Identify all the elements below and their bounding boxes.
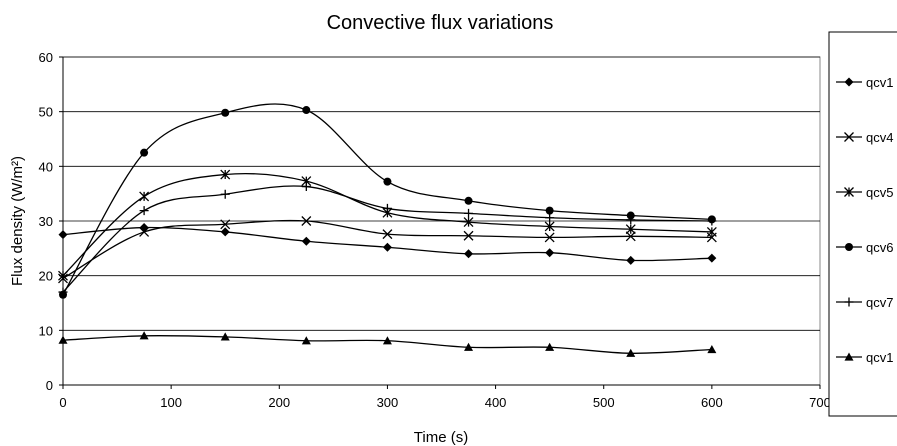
x-tick-label: 100	[160, 395, 182, 410]
data-point	[626, 255, 636, 265]
data-point	[220, 169, 231, 180]
legend-entry: qcv1	[836, 75, 893, 90]
legend-entry: qcv1	[836, 350, 893, 365]
data-point	[845, 243, 853, 251]
data-point	[464, 249, 474, 259]
x-tick-label: 700	[809, 395, 831, 410]
data-point	[544, 232, 555, 243]
data-point	[301, 336, 311, 345]
data-point	[625, 231, 636, 242]
data-point	[139, 331, 149, 340]
data-point	[464, 342, 474, 351]
data-point	[383, 177, 392, 186]
y-tick-label: 60	[39, 50, 53, 65]
series-qcv4-2	[58, 216, 717, 284]
data-point	[544, 221, 555, 232]
x-tick-label: 0	[59, 395, 66, 410]
legend-label: qcv5	[866, 185, 893, 200]
chart-title: Convective flux variations	[327, 12, 554, 34]
legend-entry: qcv6	[836, 240, 893, 255]
y-tick-label: 10	[39, 323, 53, 338]
data-point	[707, 344, 717, 354]
y-tick-label: 40	[39, 159, 53, 174]
y-axis-label: Flux density (W/m²)	[9, 156, 26, 286]
legend-label: qcv1	[866, 350, 893, 365]
data-point	[844, 352, 854, 361]
legend-entry: qcv7	[836, 295, 893, 310]
data-point	[626, 348, 636, 357]
data-point	[301, 182, 311, 192]
gridlines	[63, 56, 820, 331]
legend-box	[828, 31, 897, 417]
series-qcv1-6	[58, 331, 717, 357]
y-axis-ticks: 0 10 20 30 40 50 60	[39, 50, 63, 393]
series-line	[62, 103, 712, 296]
data-point	[545, 248, 555, 258]
data-point	[844, 132, 854, 142]
data-point	[626, 215, 636, 225]
data-point	[545, 342, 555, 351]
x-tick-label: 200	[268, 395, 290, 410]
legend: qcv1 qcv4 qcv5 qcv6 qcv7 qcv1	[836, 75, 893, 365]
data-point	[58, 270, 68, 281]
data-point	[844, 77, 854, 87]
data-point	[463, 217, 474, 228]
data-point	[382, 229, 393, 240]
x-tick-label: 400	[485, 395, 507, 410]
data-point	[464, 196, 473, 205]
series-qcv7-5	[58, 182, 717, 297]
series-qcv1-1	[58, 223, 717, 265]
data-point	[220, 332, 230, 341]
x-axis-ticks: 0 100 200 300 400 500 600 700	[59, 385, 831, 410]
y-tick-label: 0	[46, 378, 53, 393]
legend-label: qcv1	[866, 75, 893, 90]
x-tick-label: 500	[593, 395, 615, 410]
x-tick-label: 600	[701, 395, 723, 410]
y-tick-label: 30	[39, 214, 53, 229]
data-point	[58, 230, 68, 240]
data-point	[301, 216, 312, 226]
data-point	[545, 213, 555, 223]
y-tick-label: 50	[39, 105, 53, 120]
legend-label: qcv6	[866, 240, 893, 255]
data-point	[220, 219, 231, 230]
data-point	[301, 236, 311, 246]
data-point	[220, 189, 230, 199]
data-point	[58, 287, 68, 297]
data-point	[844, 297, 854, 307]
legend-entry: qcv4	[836, 130, 893, 145]
data-point	[382, 242, 392, 252]
x-tick-label: 300	[377, 395, 399, 410]
data-point	[382, 336, 392, 345]
legend-label: qcv4	[866, 130, 893, 145]
data-point	[625, 224, 636, 235]
data-point	[139, 206, 149, 216]
data-point	[706, 226, 717, 237]
data-point	[707, 216, 717, 226]
data-point	[844, 187, 854, 197]
data-point	[58, 335, 68, 344]
data-point	[140, 148, 149, 157]
data-point	[463, 230, 474, 241]
data-point	[302, 106, 311, 115]
series-layer	[58, 103, 717, 357]
y-tick-label: 20	[39, 269, 53, 284]
legend-label: qcv7	[866, 295, 893, 310]
legend-entry: qcv5	[836, 185, 893, 200]
x-axis-label: Time (s)	[414, 429, 468, 446]
data-point	[220, 227, 230, 237]
data-point	[139, 191, 150, 202]
series-qcv6-4	[59, 103, 716, 299]
data-point	[139, 226, 150, 237]
data-point	[707, 253, 717, 263]
data-point	[221, 108, 230, 117]
data-point	[464, 208, 474, 218]
data-point	[382, 203, 392, 213]
data-point	[545, 206, 554, 215]
